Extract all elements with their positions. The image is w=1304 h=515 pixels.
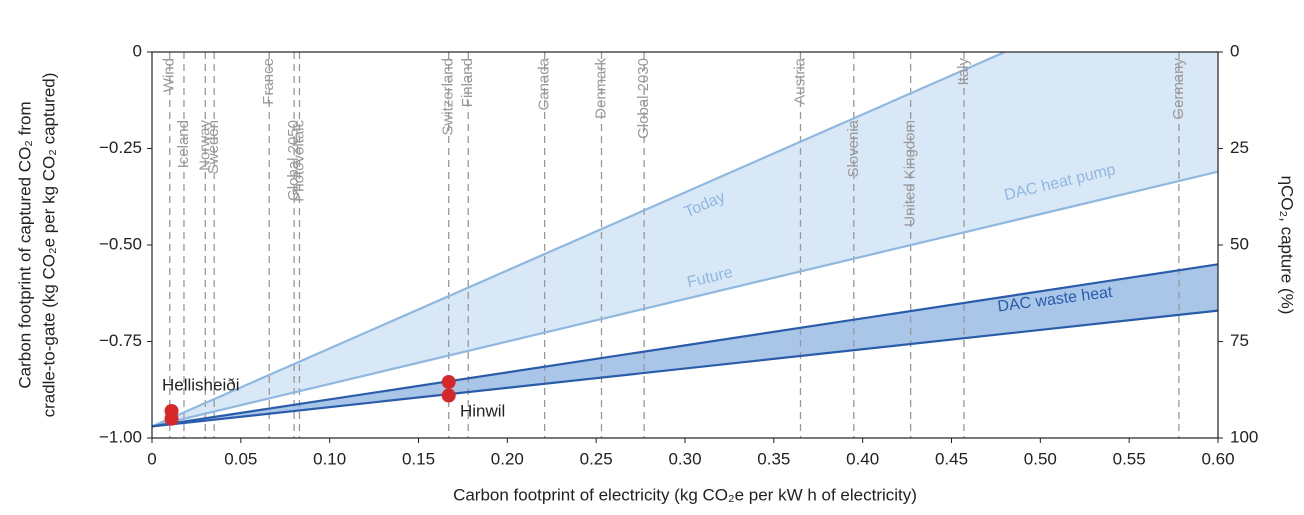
x-tick-label: 0.30 — [668, 449, 701, 468]
reference-label: Iceland — [175, 120, 192, 168]
x-tick-label: 0.15 — [402, 449, 435, 468]
reference-label: Slovenia — [845, 119, 862, 177]
x-tick-label: 0.35 — [757, 449, 790, 468]
reference-label: Canada — [536, 57, 553, 110]
point-label: Hellisheiði — [162, 375, 239, 394]
x-tick-label: 0.05 — [224, 449, 257, 468]
data-point — [441, 388, 456, 403]
y-axis-title: cradle-to-gate (kg CO₂e per kg CO₂ captu… — [39, 73, 58, 418]
y-tick-label: −0.50 — [99, 234, 142, 253]
y-tick-label: −1.00 — [99, 427, 142, 446]
line — [152, 52, 1006, 428]
x-tick-label: 0.55 — [1113, 449, 1146, 468]
data-point — [441, 375, 456, 390]
reference-label: Global 2030 — [635, 58, 652, 139]
reference-label: Wind — [161, 58, 178, 92]
reference-label: United Kingdom — [902, 120, 919, 227]
x-tick-label: 0.40 — [846, 449, 879, 468]
y2-tick-label: 75 — [1230, 331, 1249, 350]
y-tick-label: −0.25 — [99, 138, 142, 157]
x-tick-label: 0.10 — [313, 449, 346, 468]
reference-label: France — [260, 58, 277, 105]
line — [152, 263, 1218, 428]
line — [152, 170, 1218, 428]
y-tick-label: −0.75 — [99, 331, 142, 350]
reference-label: Norway — [196, 120, 213, 171]
x-tick-label: 0.25 — [580, 449, 613, 468]
reference-label: Germany — [1170, 58, 1187, 120]
y2-tick-label: 100 — [1230, 427, 1258, 446]
y2-tick-label: 50 — [1230, 234, 1249, 253]
band-fill — [152, 52, 1218, 427]
reference-label: Photovoltaic — [290, 120, 307, 202]
reference-label: Austria — [791, 57, 808, 104]
x-tick-label: 0.45 — [935, 449, 968, 468]
x-tick-label: 0.20 — [491, 449, 524, 468]
x-axis-title: Carbon footprint of electricity (kg CO₂e… — [453, 485, 917, 504]
line — [152, 309, 1218, 428]
plot-area — [152, 52, 1218, 438]
x-tick-label: 0.50 — [1024, 449, 1057, 468]
reference-label: Switzerland — [440, 58, 457, 136]
reference-label: Sweden — [205, 120, 222, 174]
y2-tick-label: 25 — [1230, 138, 1249, 157]
reference-label: Denmark — [592, 58, 609, 119]
y-tick-label: 0 — [133, 41, 142, 60]
reference-label: Italy — [955, 58, 972, 86]
data-point — [164, 411, 179, 426]
x-tick-label: 0 — [147, 449, 156, 468]
reference-label: Finland — [459, 58, 476, 107]
point-label: Hinwil — [460, 401, 505, 420]
y-axis-title: Carbon footprint of captured CO₂ from — [15, 101, 34, 388]
y2-axis-title: ηCO₂, capture (%) — [1278, 176, 1297, 315]
x-tick-label: 0.60 — [1201, 449, 1234, 468]
y2-tick-label: 0 — [1230, 41, 1239, 60]
reference-label: Global 2050 — [285, 120, 302, 201]
